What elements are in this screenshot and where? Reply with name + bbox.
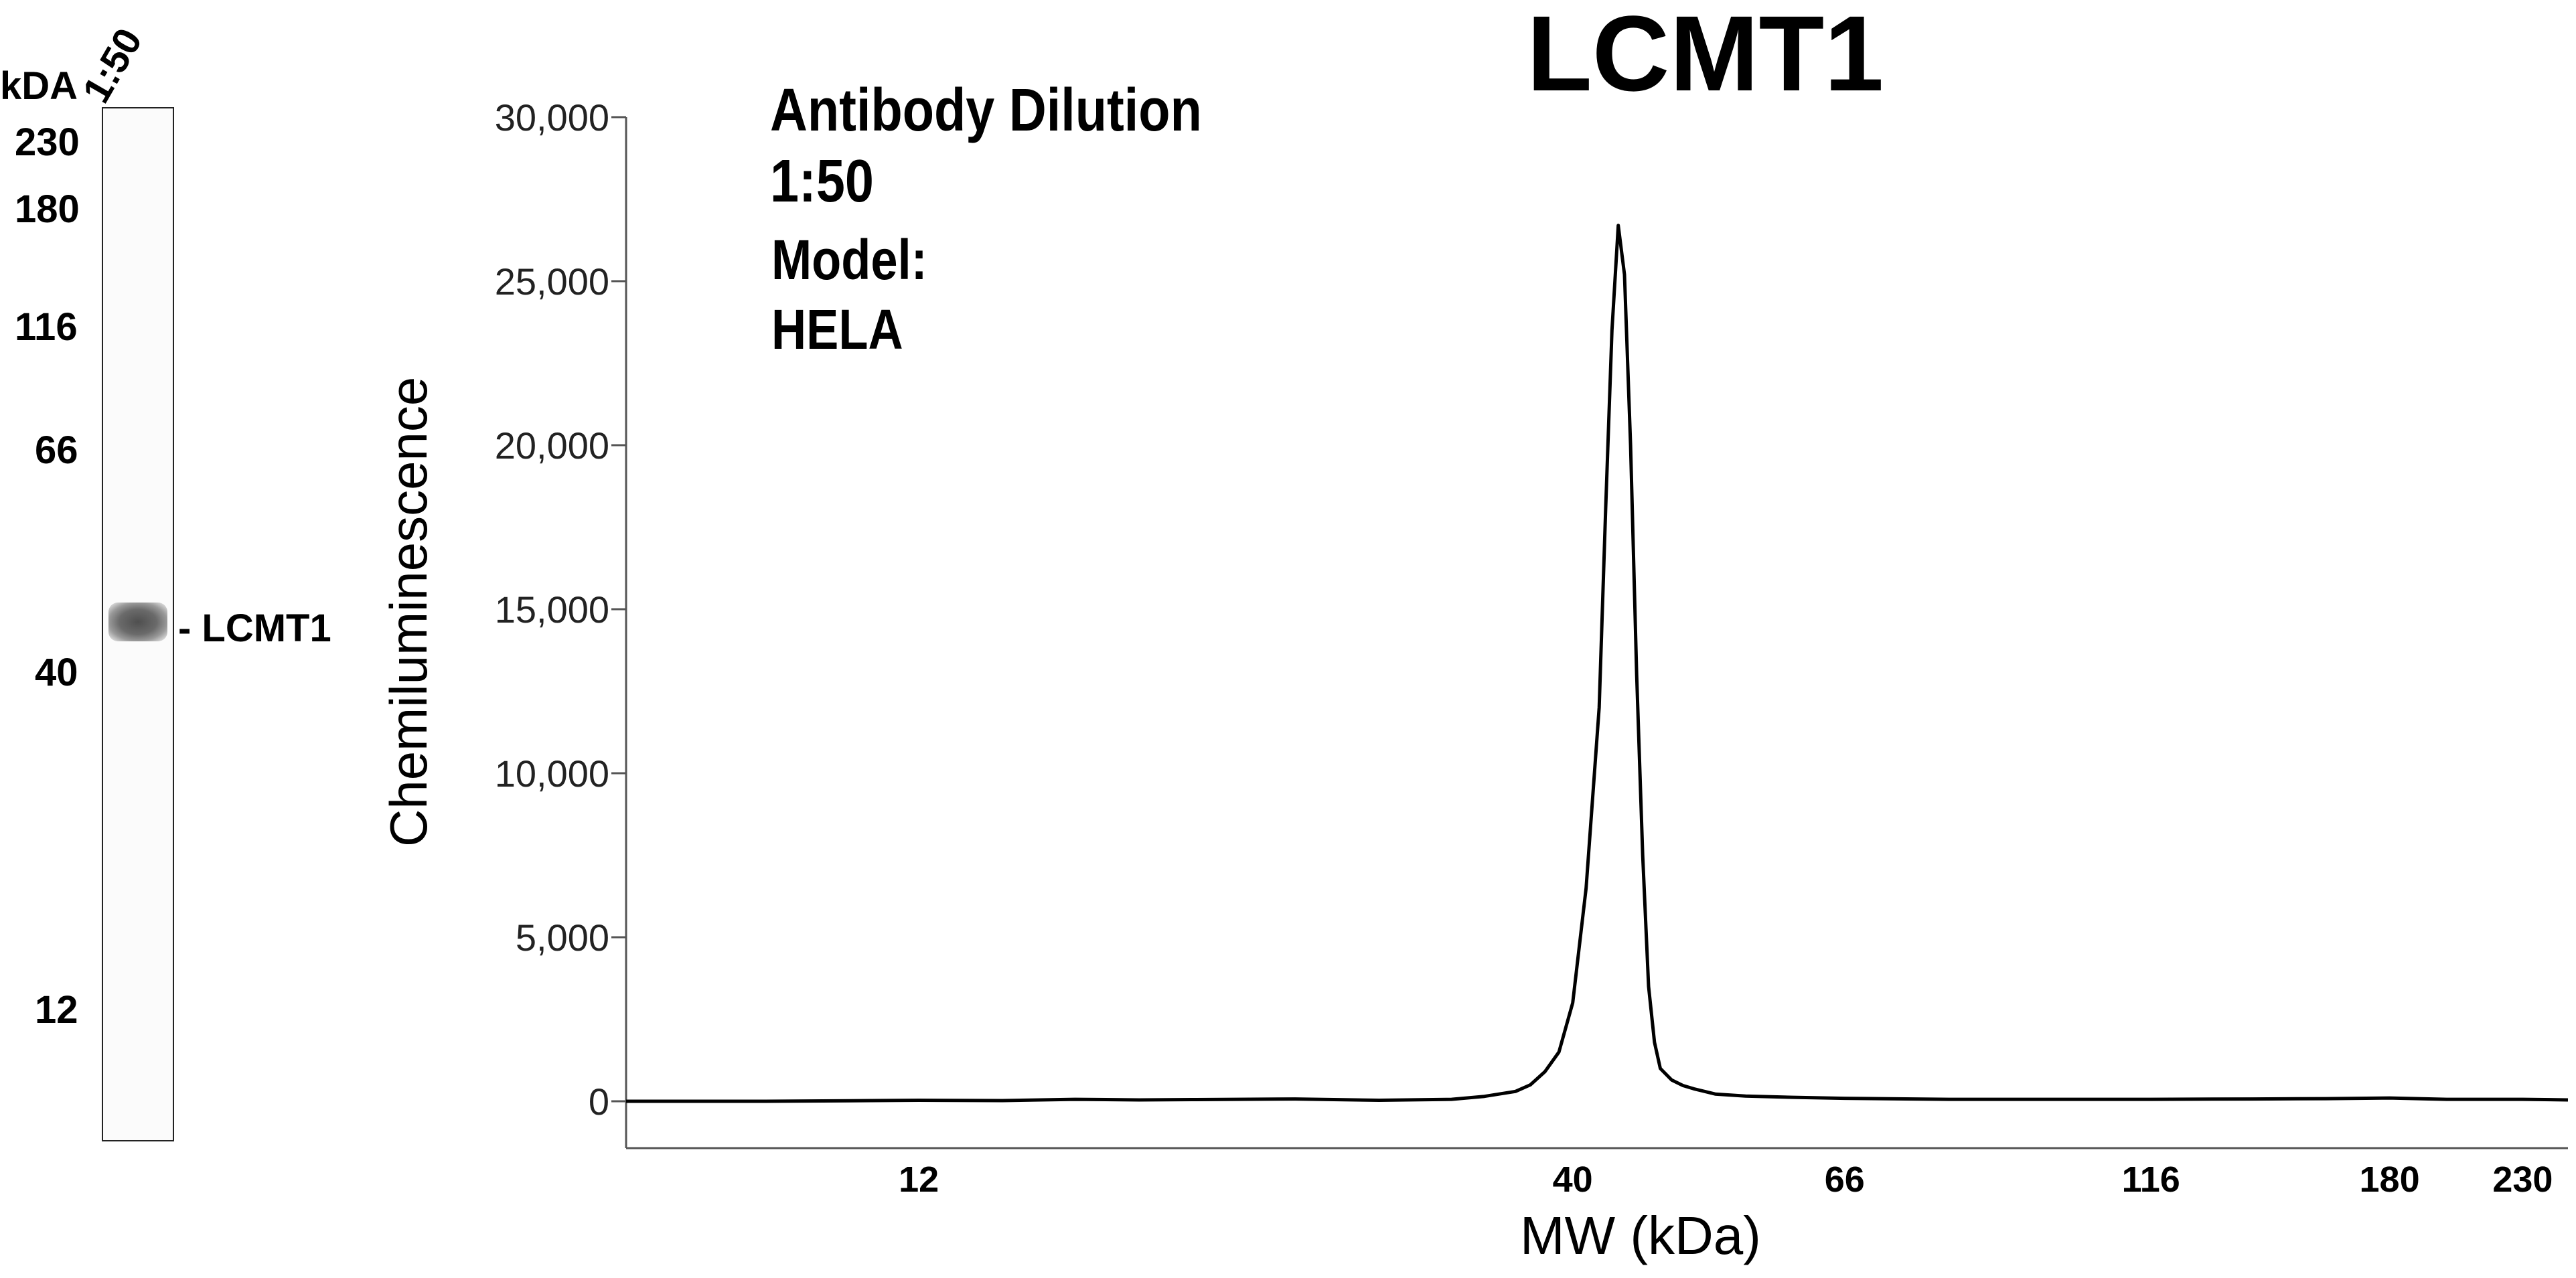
y-tick-label: 15,000 bbox=[495, 588, 609, 631]
series-lines bbox=[626, 224, 2569, 1103]
marker-116: 116 bbox=[15, 305, 78, 349]
x-tick-label: 40 bbox=[1553, 1160, 1593, 1200]
x-tick-label: 12 bbox=[899, 1160, 939, 1200]
y-tick-label: 5,000 bbox=[516, 916, 609, 959]
x-tick-label: 180 bbox=[2360, 1160, 2420, 1200]
x-tick-label: 230 bbox=[2492, 1160, 2553, 1200]
marker-66: 66 bbox=[35, 428, 78, 472]
marker-230: 230 bbox=[15, 121, 80, 164]
chart-title: LCMT1 bbox=[1527, 0, 1884, 113]
marker-12: 12 bbox=[35, 988, 78, 1032]
kda-unit-label: kDA bbox=[0, 64, 78, 108]
x-axis-label: MW (kDa) bbox=[1520, 1206, 1761, 1265]
gel-lane bbox=[102, 107, 174, 1141]
lane-dilution-label: 1:50 bbox=[74, 21, 151, 110]
marker-40: 40 bbox=[35, 651, 78, 694]
annotation-model-value: HELA bbox=[771, 298, 903, 361]
annotation-dilution-value: 1:50 bbox=[770, 148, 874, 215]
y-tick-label: 20,000 bbox=[495, 424, 609, 467]
y-tick-label: 25,000 bbox=[495, 260, 609, 303]
annotation-dilution-heading: Antibody Dilution bbox=[770, 77, 1202, 144]
x-tick-label: 66 bbox=[1825, 1160, 1865, 1200]
y-tick-label: 0 bbox=[589, 1081, 609, 1123]
annotation-model-heading: Model: bbox=[771, 228, 927, 291]
y-tick-label: 30,000 bbox=[495, 96, 609, 139]
y-tick-label: 10,000 bbox=[495, 752, 609, 795]
x-tick-label: 116 bbox=[2122, 1160, 2180, 1200]
gel-band bbox=[108, 603, 167, 641]
marker-180: 180 bbox=[15, 187, 80, 231]
y-axis-label: Chemiluminescence bbox=[379, 376, 438, 847]
band-label: - LCMT1 bbox=[178, 607, 331, 650]
series-line bbox=[626, 224, 2569, 1103]
